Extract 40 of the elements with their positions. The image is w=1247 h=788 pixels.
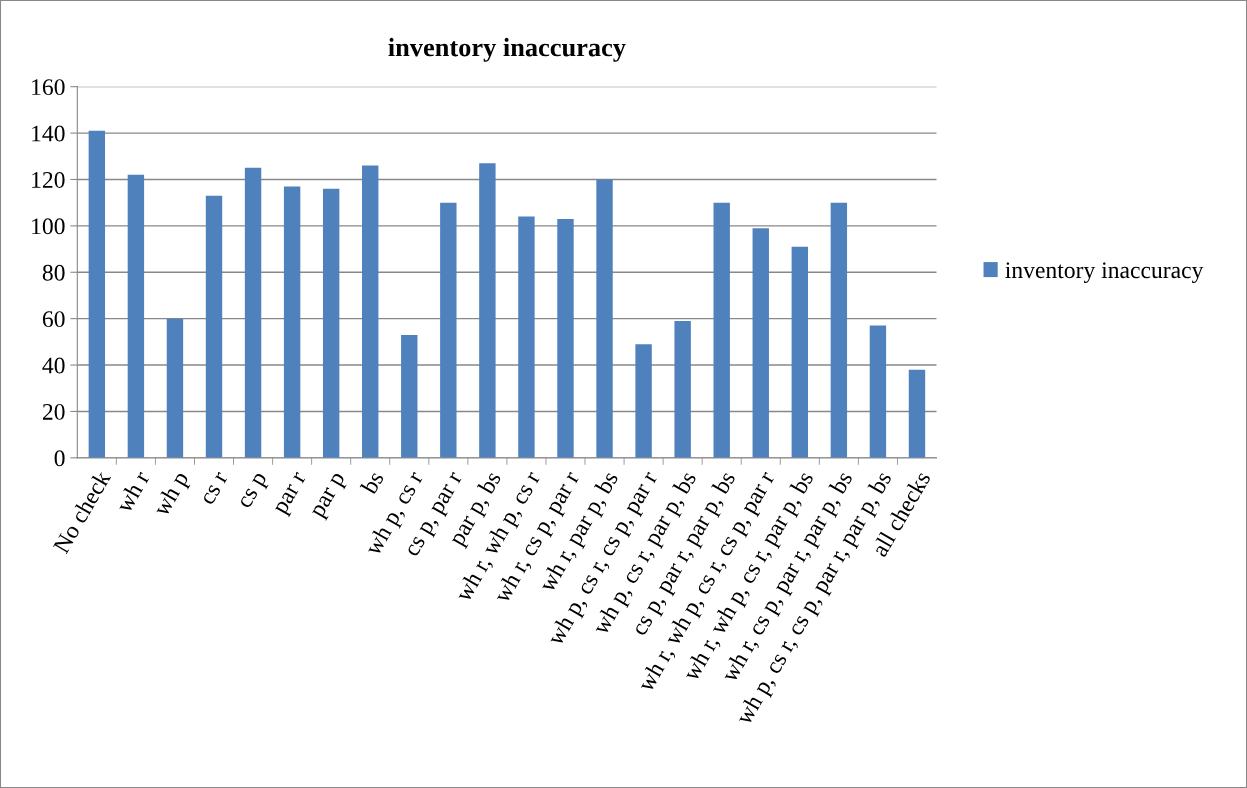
bar: [518, 216, 535, 458]
bar: [283, 186, 301, 458]
bar: [791, 246, 809, 458]
x-tick-label: wh r: [114, 469, 151, 515]
bar: [127, 174, 145, 458]
bar: [322, 188, 340, 458]
bar: [908, 369, 926, 458]
x-tick-label: cs r: [202, 471, 229, 506]
bar: [479, 163, 496, 458]
x-tick-label: bs: [359, 469, 385, 496]
y-tick-label: 0: [54, 450, 65, 467]
bar: [752, 228, 769, 458]
x-tick-label: wh p: [151, 469, 194, 520]
x-tick-label: par r: [274, 471, 311, 518]
y-tick-label: 40: [42, 357, 65, 374]
bar: [362, 165, 379, 458]
bar: [869, 325, 887, 458]
y-tick-label: 60: [42, 311, 65, 328]
y-tick-label: 160: [32, 79, 65, 96]
bar: [244, 167, 262, 458]
bar: [440, 202, 457, 458]
chart-title: inventory inaccuracy: [388, 37, 626, 62]
legend-label: inventory inaccuracy: [1005, 262, 1204, 283]
y-tick-label: 140: [32, 125, 65, 142]
y-tick-label: 80: [42, 264, 65, 281]
bar: [166, 318, 184, 458]
bar: [596, 179, 613, 458]
bar: [713, 202, 730, 458]
bar: [205, 195, 223, 458]
x-tick-label: par p: [311, 472, 350, 521]
y-tick-label: 120: [32, 171, 65, 188]
bar: [88, 130, 106, 458]
bar: [830, 202, 848, 458]
y-tick-label: 20: [42, 403, 65, 420]
bar: [674, 320, 691, 458]
x-tick-label: cs p: [239, 472, 272, 512]
bar: [635, 344, 652, 458]
bar: [557, 218, 574, 458]
bar: [401, 334, 418, 458]
y-tick-label: 100: [32, 218, 65, 235]
